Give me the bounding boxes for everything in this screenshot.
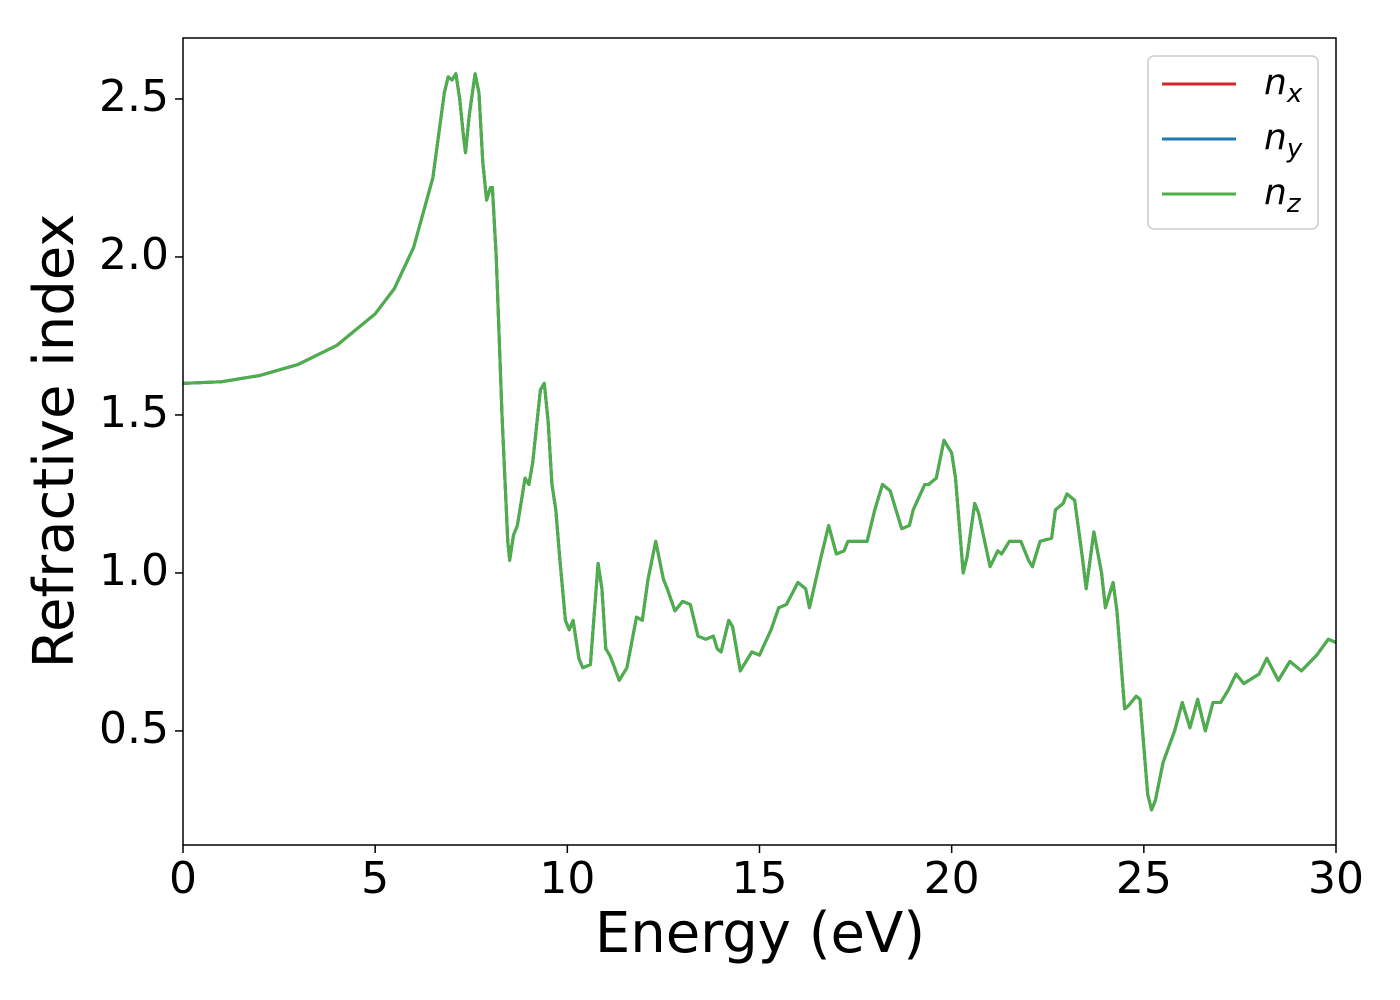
legend-label: ny <box>1264 117 1303 164</box>
x-axis-label: Energy (eV) <box>595 901 925 966</box>
x-tick-label: 20 <box>924 853 980 904</box>
y-tick-label: 1.5 <box>99 387 169 438</box>
plot-frame <box>182 37 1337 846</box>
y-axis-label: Refractive index <box>22 214 87 669</box>
x-tick-label: 15 <box>732 853 788 904</box>
legend-label: nz <box>1264 172 1302 219</box>
x-tick-label: 5 <box>361 853 389 904</box>
x-tick-label: 30 <box>1308 853 1364 904</box>
y-tick-label: 1.0 <box>99 545 169 596</box>
data-line <box>183 72 1336 812</box>
x-tick-label: 10 <box>539 853 595 904</box>
legend-label: nx <box>1264 62 1303 109</box>
x-tick-label: 0 <box>169 853 197 904</box>
y-tick-label: 2.5 <box>99 71 169 122</box>
y-tick-label: 2.0 <box>99 229 169 280</box>
legend-box <box>1147 55 1319 230</box>
y-tick-label: 0.5 <box>99 703 169 754</box>
x-tick-label: 25 <box>1116 853 1172 904</box>
